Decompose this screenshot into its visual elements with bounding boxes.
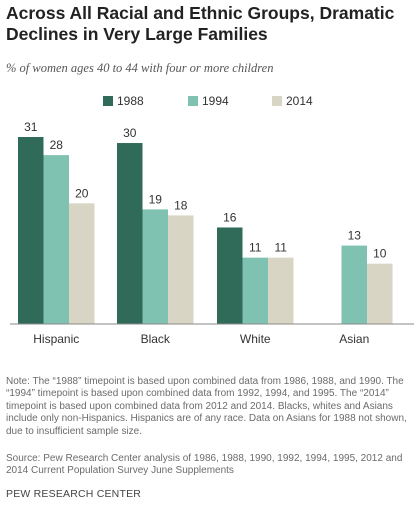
value-label-white-2014: 11	[275, 241, 288, 255]
value-label-black-1988: 30	[123, 126, 137, 140]
category-labels-group: Hispanic Black White Asian	[33, 332, 369, 346]
value-label-hispanic-2014: 20	[75, 186, 89, 200]
bar-hispanic-2014	[69, 203, 95, 324]
category-label-hispanic: Hispanic	[33, 332, 79, 346]
bar-white-1988	[217, 227, 243, 324]
value-label-white-1988: 16	[223, 210, 237, 224]
value-label-asian-1994: 13	[348, 229, 362, 243]
legend-label-1988: 1988	[117, 94, 144, 108]
bars-group	[18, 137, 393, 324]
chart-subtitle: % of women ages 40 to 44 with four or mo…	[6, 61, 274, 75]
bar-white-1994	[242, 257, 268, 324]
value-label-hispanic-1994: 28	[50, 138, 64, 152]
chart-legend: 1988 1994 2014	[103, 94, 313, 108]
bar-black-2014	[168, 215, 194, 324]
legend-label-1994: 1994	[202, 94, 229, 108]
value-label-hispanic-1988: 31	[24, 120, 38, 134]
bar-asian-1994	[341, 245, 367, 324]
value-label-white-1994: 11	[249, 241, 262, 255]
category-label-black: Black	[141, 332, 171, 346]
category-label-white: White	[240, 332, 271, 346]
bar-chart: 1988 1994 2014 31 28 20 30 19 18 16 11 11 13 10 Hisp…	[10, 94, 414, 346]
legend-label-2014: 2014	[286, 94, 313, 108]
footnote: Note: The “1988” timepoint is based upon…	[6, 376, 407, 437]
value-label-black-1994: 19	[149, 192, 163, 206]
bar-hispanic-1988	[18, 137, 44, 324]
legend-swatch-1988	[103, 96, 113, 106]
chart-title: Across All Racial and Ethnic Groups, Dra…	[6, 3, 395, 44]
legend-swatch-2014	[272, 96, 282, 106]
bar-black-1994	[142, 209, 168, 324]
value-label-asian-2014: 10	[373, 247, 387, 261]
bar-white-2014	[268, 257, 294, 324]
bar-asian-2014	[367, 263, 393, 324]
category-label-asian: Asian	[339, 332, 369, 346]
bar-hispanic-1994	[43, 155, 69, 324]
bar-black-1988	[117, 143, 143, 324]
source-note: Source: Pew Research Center analysis of …	[6, 453, 403, 477]
brand-label: PEW RESEARCH CENTER	[6, 488, 142, 500]
legend-swatch-1994	[188, 96, 198, 106]
value-labels-group: 31 28 20 30 19 18 16 11 11 13 10	[24, 120, 387, 261]
value-label-black-2014: 18	[174, 198, 188, 212]
